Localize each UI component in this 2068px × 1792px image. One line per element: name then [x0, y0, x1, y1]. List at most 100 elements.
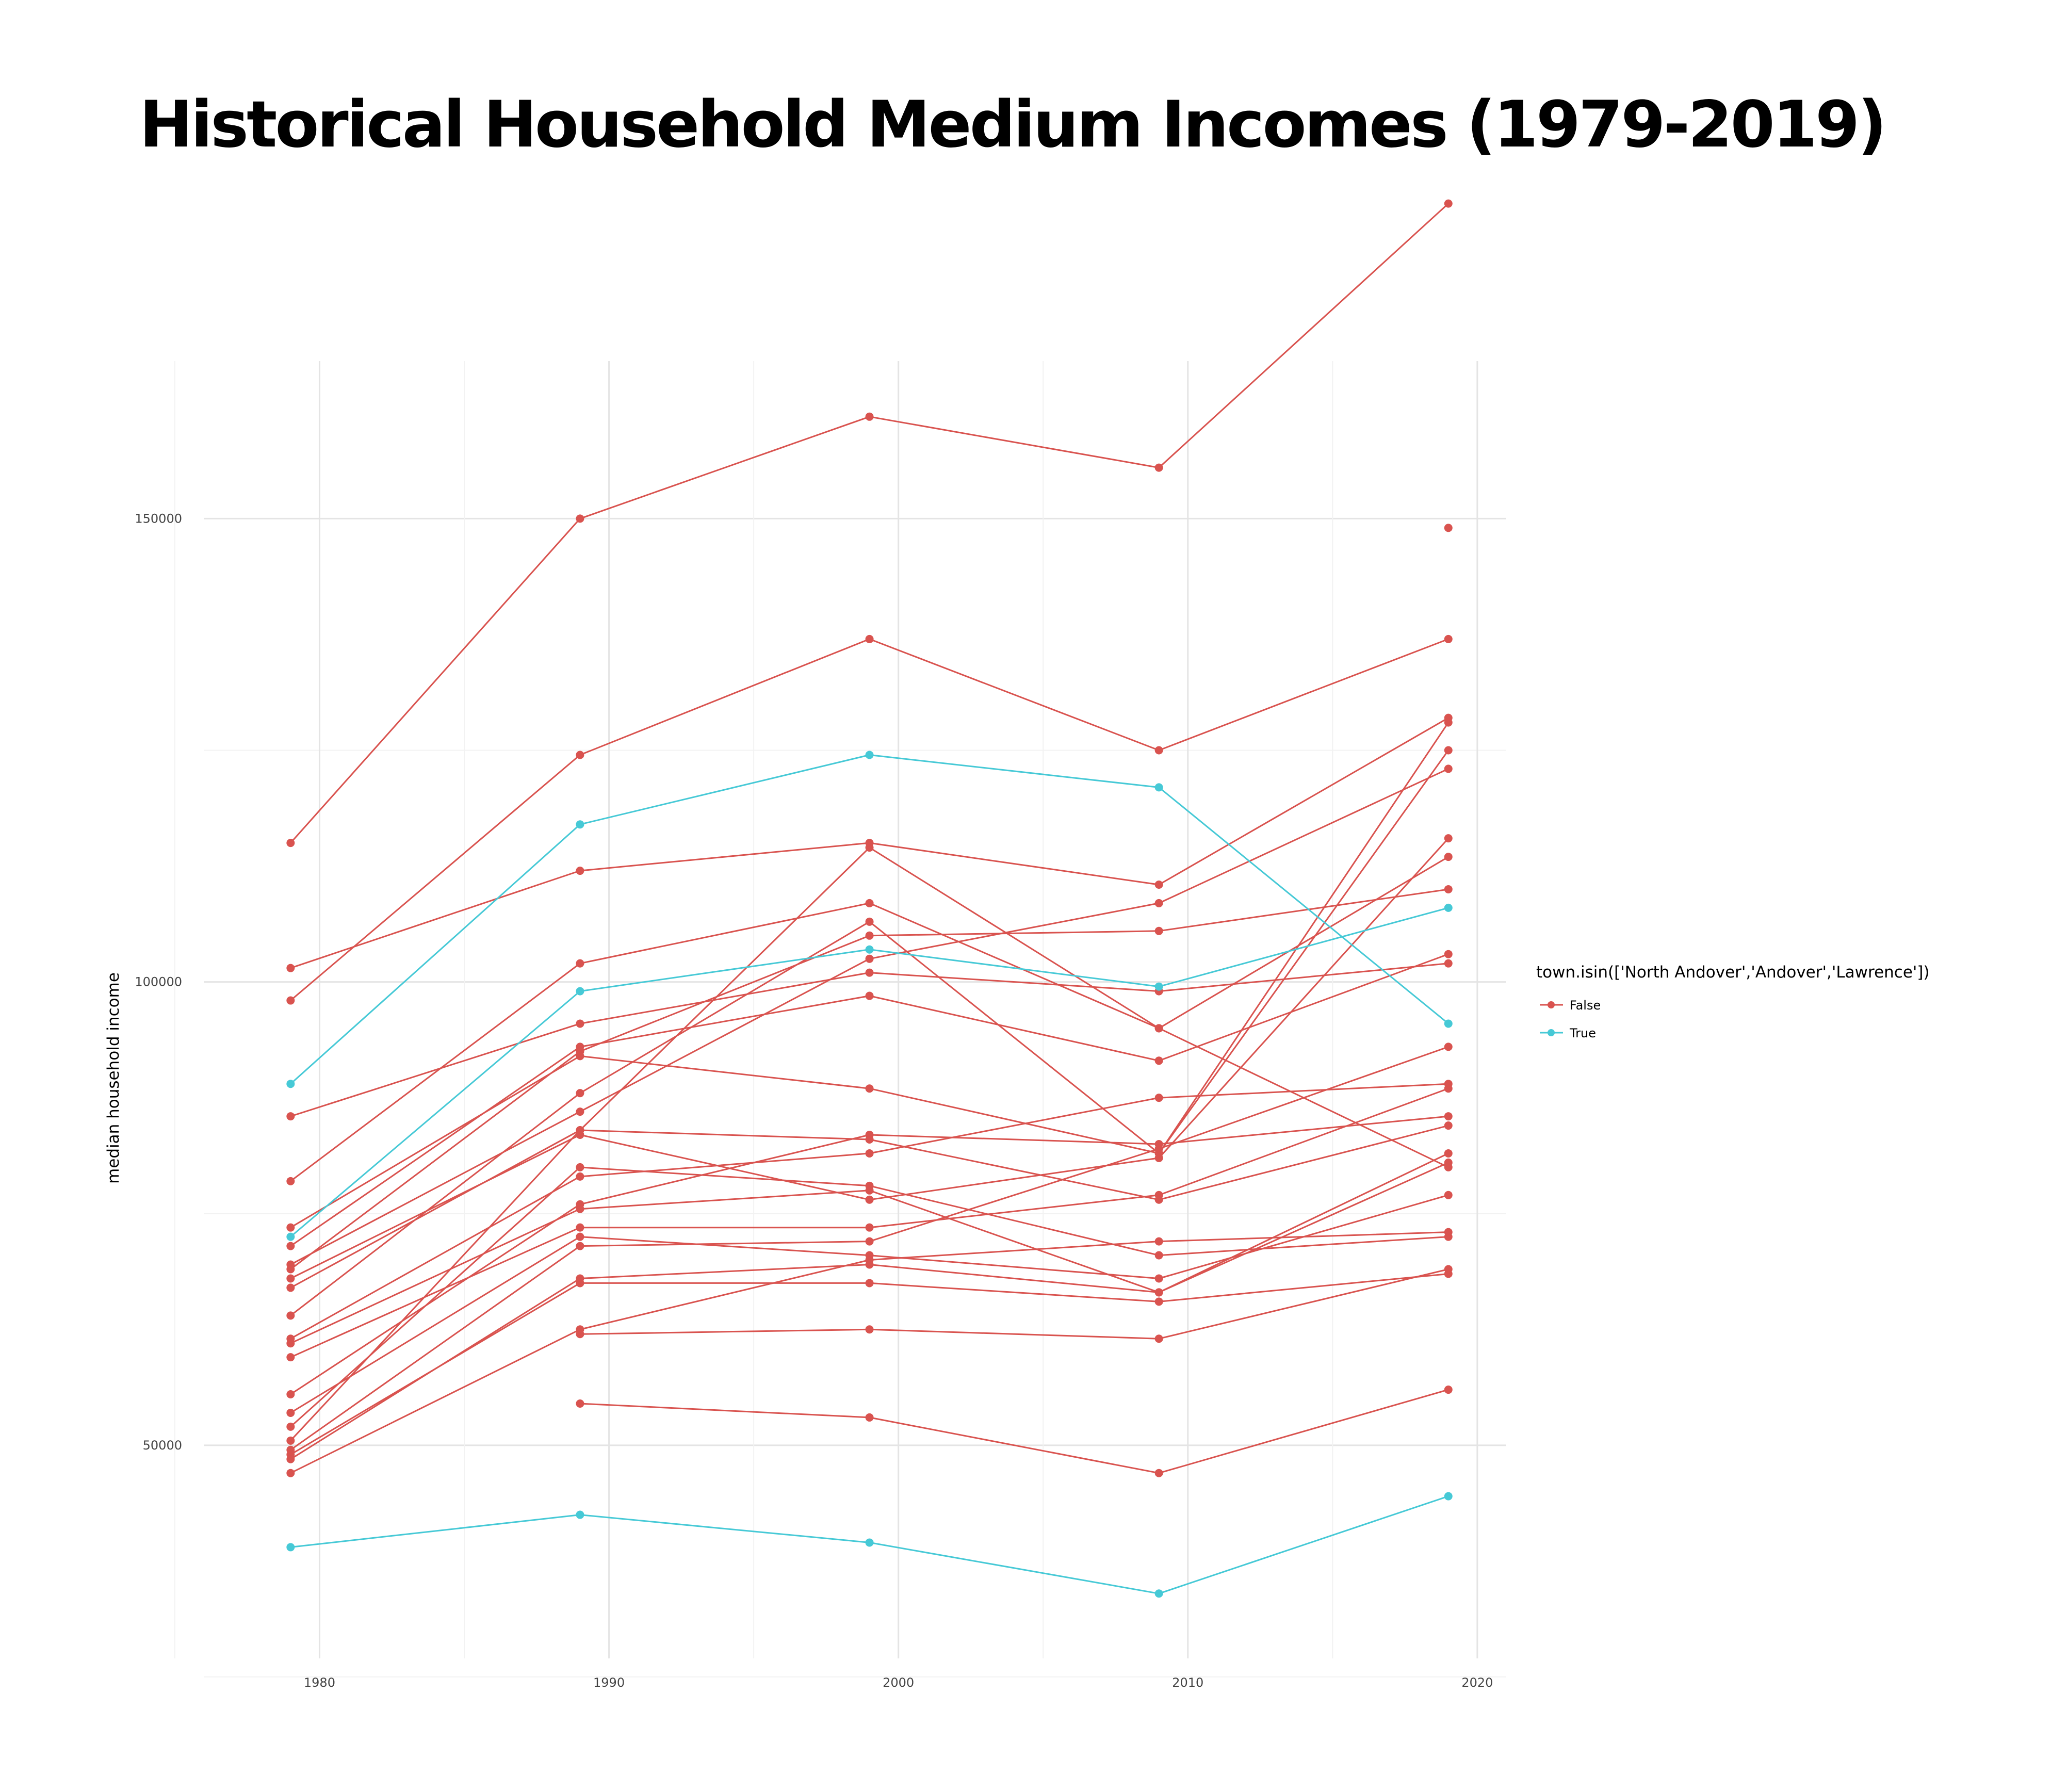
data-point: [1444, 959, 1453, 968]
data-point: [1154, 1195, 1163, 1204]
data-point: [1444, 1121, 1453, 1130]
data-point: [1154, 1274, 1163, 1283]
data-point: [1154, 899, 1163, 907]
data-point: [286, 996, 295, 1005]
data-point: [1154, 1334, 1163, 1343]
data-point: [865, 1084, 874, 1093]
data-point: [1444, 1112, 1453, 1121]
y-axis-label: median household income: [104, 972, 123, 1184]
data-point: [865, 1135, 874, 1144]
data-point: [1154, 1251, 1163, 1260]
data-point: [1154, 783, 1163, 792]
data-point: [1444, 718, 1453, 727]
x-tick-label: 1990: [593, 1675, 625, 1690]
data-point: [865, 991, 874, 1000]
x-tick-label: 2020: [1461, 1675, 1493, 1690]
data-point: [865, 1413, 874, 1422]
data-point: [865, 931, 874, 940]
data-point: [1154, 1144, 1163, 1153]
data-point: [286, 1543, 295, 1552]
grid: [174, 361, 1506, 1677]
data-point: [1444, 1019, 1453, 1028]
x-tick-label: 2000: [883, 1675, 914, 1690]
data-point: [865, 1195, 874, 1204]
data-point: [286, 1311, 295, 1320]
data-point: [1154, 982, 1163, 991]
data-point: [1444, 764, 1453, 773]
data-point: [865, 1149, 874, 1158]
data-point: [1444, 1386, 1453, 1394]
data-point: [1154, 746, 1163, 755]
data-point: [1444, 1265, 1453, 1274]
data-point: [1154, 926, 1163, 935]
data-point: [1154, 1288, 1163, 1297]
data-point: [1444, 1191, 1453, 1199]
data-point: [286, 1408, 295, 1417]
data-point: [576, 514, 584, 523]
data-point: [1444, 1228, 1453, 1236]
y-tick-label: 50000: [143, 1438, 182, 1453]
data-point: [1444, 950, 1453, 958]
data-point: [576, 751, 584, 759]
data-point: [865, 917, 874, 926]
data-point: [576, 1510, 584, 1519]
data-point: [286, 1353, 295, 1362]
data-point: [865, 1325, 874, 1334]
data-point: [865, 1223, 874, 1232]
data-point: [576, 1126, 584, 1135]
legend-entry-label: True: [1569, 1026, 1596, 1040]
data-point: [1444, 524, 1453, 532]
data-point: [865, 751, 874, 759]
data-point: [1154, 1094, 1163, 1102]
legend-entries: False True: [1540, 998, 1601, 1040]
data-point: [865, 1279, 874, 1288]
data-point: [576, 1232, 584, 1241]
data-point: [286, 1232, 295, 1241]
data-point: [865, 1256, 874, 1264]
data-point: [1444, 1149, 1453, 1158]
data-point: [1444, 1158, 1453, 1167]
data-point: [576, 1274, 584, 1283]
data-point: [576, 1399, 584, 1408]
chart-title: Historical Household Medium Incomes (197…: [139, 88, 1887, 162]
data-point: [1444, 903, 1453, 912]
data-point: [1444, 1084, 1453, 1093]
data-point: [286, 1080, 295, 1088]
data-point: [865, 968, 874, 977]
y-axis-ticks: 50000 100000 150000: [135, 511, 182, 1452]
data-point: [1154, 880, 1163, 889]
data-point: [1444, 746, 1453, 755]
data-point: [1444, 1492, 1453, 1501]
data-point: [576, 1172, 584, 1181]
data-point: [865, 1237, 874, 1246]
data-point: [286, 1436, 295, 1445]
data-point: [576, 987, 584, 996]
data-point: [865, 843, 874, 852]
data-point: [865, 954, 874, 963]
data-point: [286, 1469, 295, 1477]
data-point: [865, 1181, 874, 1190]
data-point: [1444, 634, 1453, 643]
data-point: [1154, 463, 1163, 472]
data-point: [865, 634, 874, 643]
y-tick-label: 150000: [135, 511, 182, 526]
legend-entry-label: False: [1570, 998, 1601, 1013]
data-point: [865, 1538, 874, 1547]
data-point: [286, 1390, 295, 1399]
legend-key-point: [1548, 1001, 1555, 1008]
data-point: [576, 1223, 584, 1232]
data-point: [1154, 1469, 1163, 1477]
data-point: [1444, 853, 1453, 861]
data-point: [576, 1019, 584, 1028]
data-point: [286, 1339, 295, 1348]
series-line: [580, 1268, 1449, 1340]
data-point: [865, 412, 874, 421]
series-line: [580, 1389, 1449, 1474]
data-point: [576, 959, 584, 968]
legend-title: town.isin(['North Andover','Andover','La…: [1536, 963, 1930, 982]
data-point: [576, 1047, 584, 1056]
data-point: [286, 1242, 295, 1250]
data-point: [576, 1163, 584, 1171]
legend-key-point: [1548, 1029, 1555, 1036]
